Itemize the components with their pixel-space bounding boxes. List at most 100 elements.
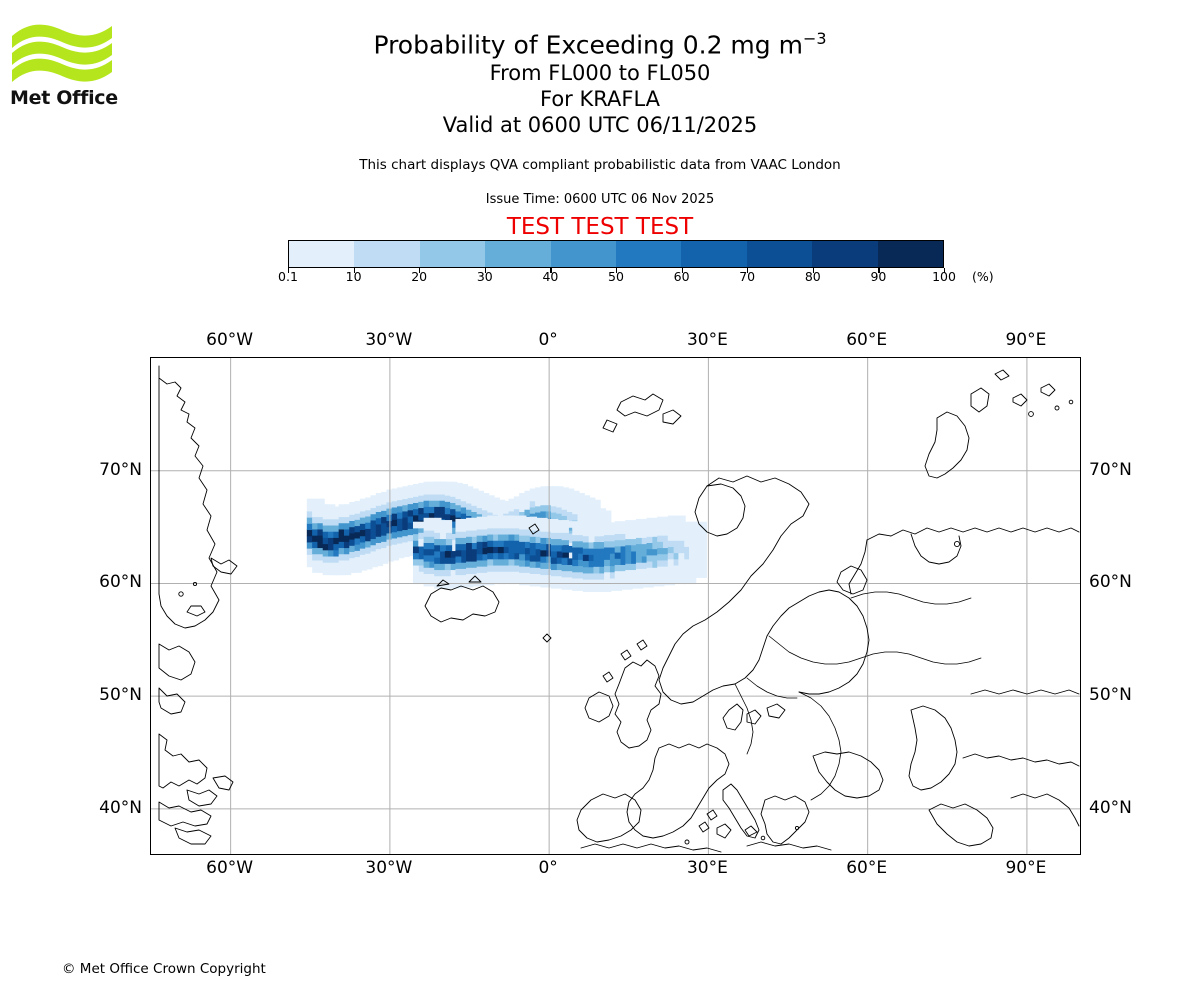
ash-probability-cell bbox=[578, 528, 585, 536]
ash-probability-cell bbox=[476, 516, 483, 524]
ash-probability-cell bbox=[466, 530, 473, 537]
ash-probability-cell bbox=[370, 507, 377, 515]
ash-probability-cell bbox=[359, 548, 367, 555]
ash-probability-cell bbox=[328, 525, 335, 532]
ash-probability-cell bbox=[365, 528, 372, 536]
ash-probability-cell bbox=[599, 566, 606, 574]
ash-probability-cell bbox=[652, 542, 659, 550]
ash-probability-cell bbox=[684, 521, 691, 529]
ash-probability-cell bbox=[471, 530, 479, 537]
ash-probability-cell bbox=[338, 553, 345, 561]
ash-probability-cell bbox=[503, 507, 510, 514]
ash-probability-cell bbox=[402, 529, 409, 537]
ash-probability-cell bbox=[567, 521, 574, 528]
ash-probability-cell bbox=[343, 541, 351, 549]
ash-probability-cell bbox=[599, 529, 606, 537]
ash-probability-cell bbox=[604, 522, 611, 529]
ash-probability-cell bbox=[338, 541, 345, 549]
ash-probability-cell bbox=[461, 525, 468, 532]
ash-probability-cell bbox=[476, 507, 483, 515]
ash-probability-cell bbox=[609, 584, 617, 591]
lon-label-top-2: 0° bbox=[538, 330, 558, 350]
ash-probability-cell bbox=[508, 558, 515, 566]
ash-probability-cell bbox=[578, 547, 585, 554]
ash-probability-cell bbox=[572, 528, 579, 536]
ash-probability-cell bbox=[412, 534, 420, 541]
ash-probability-cell bbox=[604, 534, 611, 542]
ash-probability-cell bbox=[514, 577, 521, 585]
colorbar-unit-label: (%) bbox=[972, 269, 994, 284]
ash-probability-cell bbox=[652, 554, 659, 562]
colorbar-swatch-9 bbox=[877, 241, 944, 267]
ash-probability-cell bbox=[678, 558, 685, 566]
ash-probability-cell bbox=[471, 523, 479, 531]
ash-probability-cell bbox=[519, 499, 526, 506]
ash-probability-cell bbox=[529, 567, 537, 574]
ash-probability-cell bbox=[556, 551, 564, 558]
ash-probability-cell bbox=[471, 573, 479, 581]
ash-probability-cell bbox=[572, 578, 579, 585]
ash-probability-cell bbox=[445, 526, 453, 533]
ash-probability-cell bbox=[684, 558, 691, 566]
ash-probability-cell bbox=[476, 522, 483, 530]
ash-probability-cell bbox=[418, 577, 426, 585]
ash-probability-cell bbox=[338, 547, 345, 555]
ash-probability-cell bbox=[635, 549, 643, 557]
ash-probability-cell bbox=[684, 534, 691, 541]
ash-probability-cell bbox=[493, 527, 500, 535]
ash-probability-cell bbox=[540, 486, 547, 493]
ash-probability-cell bbox=[567, 570, 574, 578]
ash-probability-cell bbox=[562, 526, 569, 533]
ash-probability-cell bbox=[689, 571, 696, 578]
ash-probability-cell bbox=[359, 523, 367, 531]
ash-probability-cell bbox=[657, 535, 664, 542]
ash-probability-cell bbox=[455, 518, 462, 526]
graticule-gridlines bbox=[151, 358, 1080, 854]
ash-probability-cell bbox=[487, 512, 494, 519]
ash-probability-cell bbox=[317, 510, 324, 518]
ash-probability-cell bbox=[609, 547, 617, 554]
ash-probability-cell bbox=[529, 573, 537, 581]
ash-probability-cell bbox=[689, 540, 696, 547]
ash-probability-cell bbox=[524, 560, 532, 567]
ash-probability-cell bbox=[482, 578, 489, 586]
ash-probability-cell bbox=[620, 583, 627, 590]
ash-probability-cell bbox=[582, 548, 590, 555]
ash-probability-cell bbox=[428, 487, 436, 495]
ash-probability-cell bbox=[646, 517, 653, 525]
ash-probability-cell bbox=[359, 529, 367, 537]
ash-probability-cell bbox=[503, 534, 510, 541]
ash-probability-cell bbox=[684, 540, 691, 547]
ash-probability-cell bbox=[461, 568, 468, 576]
ash-probability-cell bbox=[343, 535, 351, 542]
ash-probability-cell bbox=[349, 557, 356, 565]
ash-probability-cell bbox=[641, 562, 649, 569]
ash-probability-cell bbox=[466, 561, 473, 568]
ash-probability-cell bbox=[412, 558, 420, 566]
ash-probability-cell bbox=[540, 568, 547, 576]
ash-probability-cell bbox=[694, 521, 702, 529]
ash-probability-cell bbox=[578, 534, 585, 542]
ash-probability-cell bbox=[343, 522, 351, 530]
ash-probability-cell bbox=[514, 552, 521, 560]
ash-probability-cell bbox=[461, 549, 468, 557]
ash-probability-cell bbox=[519, 541, 526, 549]
ash-probability-cell bbox=[700, 534, 707, 541]
ash-probability-cell bbox=[333, 562, 340, 569]
ash-probability-cell bbox=[593, 542, 600, 549]
ash-probability-cell bbox=[487, 521, 494, 529]
ash-probability-cell bbox=[381, 553, 388, 561]
ash-probability-cell bbox=[578, 559, 585, 567]
ash-probability-cell bbox=[476, 547, 483, 555]
ash-probability-cell bbox=[466, 496, 473, 504]
ash-probability-cell bbox=[657, 529, 664, 536]
ash-probability-cell bbox=[582, 554, 590, 562]
ash-probability-cell bbox=[317, 516, 324, 524]
ash-probability-cell bbox=[317, 566, 324, 573]
ash-probability-cell bbox=[588, 579, 595, 586]
ash-probability-cell bbox=[620, 527, 627, 534]
map-plot-area[interactable] bbox=[150, 357, 1081, 855]
ash-probability-cell bbox=[476, 535, 483, 542]
ash-probability-cell bbox=[391, 494, 398, 502]
qva-compliance-note: This chart displays QVA compliant probab… bbox=[359, 157, 841, 173]
